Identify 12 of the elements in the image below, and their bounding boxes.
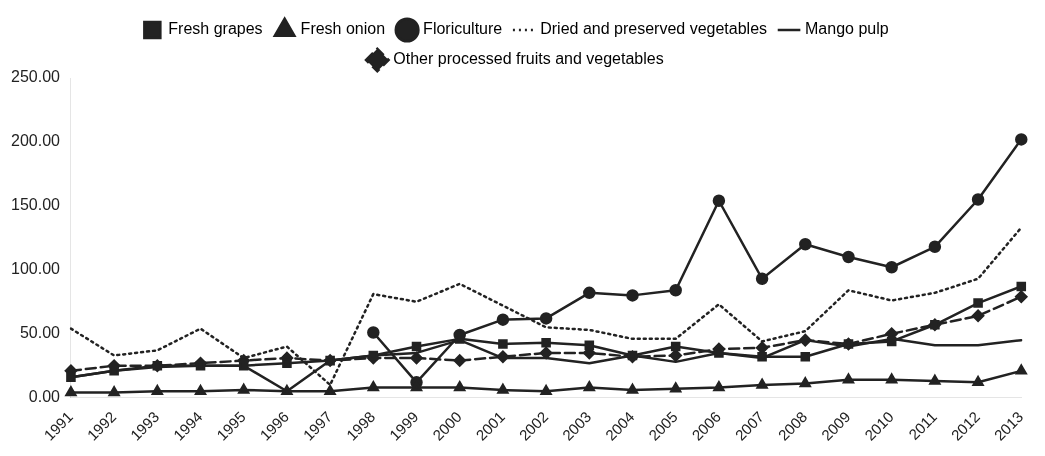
legend-label: Fresh grapes xyxy=(168,20,263,38)
y-tick-label: 50.00 xyxy=(19,324,61,342)
legend-label: Dried and preserved vegetables xyxy=(540,20,768,38)
legend-label: Fresh onion xyxy=(300,20,386,38)
legend-label: Mango pulp xyxy=(805,20,889,38)
y-tick-label: 200.00 xyxy=(11,132,61,150)
y-tick-label: 0.00 xyxy=(28,388,61,406)
y-tick-label: 250.00 xyxy=(11,68,61,86)
legend-label: Other processed fruits and vegetables xyxy=(393,50,664,68)
legend-label: Floriculture xyxy=(423,20,503,38)
y-tick-label: 150.00 xyxy=(11,196,61,214)
y-tick-label: 100.00 xyxy=(11,260,61,278)
